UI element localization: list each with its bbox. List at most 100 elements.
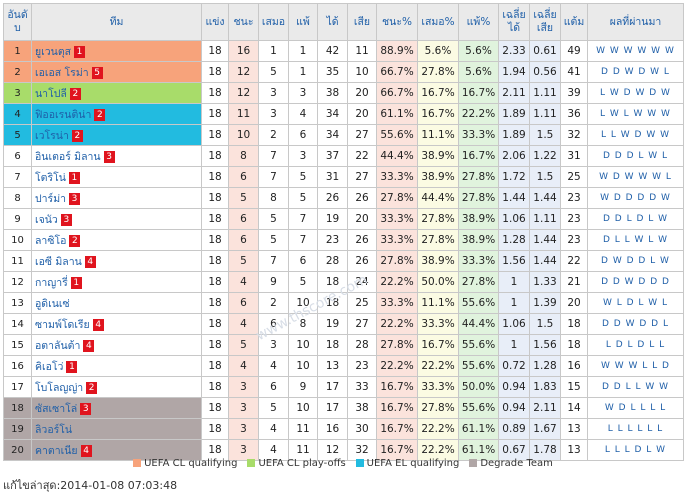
goals-for-cell: 23 bbox=[317, 229, 348, 251]
team-cell[interactable]: เอซี มิลาน 4 bbox=[31, 250, 202, 272]
points-cell: 23 bbox=[560, 208, 588, 230]
draw-pct-cell: 38.9% bbox=[417, 166, 459, 188]
team-cell[interactable]: ยูเวนตุส 1 bbox=[31, 40, 202, 62]
lost-cell: 3 bbox=[288, 82, 318, 104]
header-played: แข่ง bbox=[201, 3, 229, 41]
goals-against-cell: 22 bbox=[347, 145, 377, 167]
avg-ga-cell: 1.44 bbox=[529, 229, 561, 251]
team-name-link[interactable]: คิเอโว่ bbox=[35, 360, 64, 373]
team-name-link[interactable]: ซัสเซาโล่ bbox=[35, 402, 78, 415]
lost-cell: 6 bbox=[288, 124, 318, 146]
form-cell[interactable]: D D W D D L bbox=[587, 313, 684, 335]
avg-gf-cell: 1 bbox=[498, 334, 530, 356]
form-cell[interactable]: D D W D W L bbox=[587, 61, 684, 83]
form-cell[interactable]: W D L L L L bbox=[587, 397, 684, 419]
form-cell[interactable]: L W L W W W bbox=[587, 103, 684, 125]
position-cell: 6 bbox=[3, 145, 32, 167]
form-cell[interactable]: L D L D L L bbox=[587, 334, 684, 356]
team-name-link[interactable]: ลาซิโอ bbox=[35, 234, 67, 247]
won-cell: 10 bbox=[228, 124, 259, 146]
team-name-link[interactable]: เจนัว bbox=[35, 213, 58, 226]
points-cell: 18 bbox=[560, 334, 588, 356]
team-name-link[interactable]: อตาลันต้า bbox=[35, 339, 81, 352]
team-name-link[interactable]: โบโลญญ่า bbox=[35, 381, 84, 394]
form-cell[interactable]: L L W D W W bbox=[587, 124, 684, 146]
played-cell: 18 bbox=[201, 103, 229, 125]
form-cell[interactable]: W L D L W L bbox=[587, 292, 684, 314]
form-cell[interactable]: W W W W W W bbox=[587, 40, 684, 62]
team-cell[interactable]: โบโลญญ่า 2 bbox=[31, 376, 202, 398]
team-cell[interactable]: ลิวอร์โน่ bbox=[31, 418, 202, 440]
team-cell[interactable]: ซามพ์โดเรีย 4 bbox=[31, 313, 202, 335]
win-pct-cell: 66.7% bbox=[376, 82, 418, 104]
won-cell: 4 bbox=[228, 271, 259, 293]
team-name-link[interactable]: ปาร์ม่า bbox=[35, 192, 67, 205]
red-card-badge: 3 bbox=[80, 402, 92, 415]
team-cell[interactable]: ปาร์ม่า 3 bbox=[31, 187, 202, 209]
team-cell[interactable]: ลาซิโอ 2 bbox=[31, 229, 202, 251]
form-cell[interactable]: D D L L W W bbox=[587, 376, 684, 398]
form-cell[interactable]: W D D D D W bbox=[587, 187, 684, 209]
team-name-link[interactable]: ลิวอร์โน่ bbox=[35, 423, 73, 436]
team-name-link[interactable]: ซามพ์โดเรีย bbox=[35, 318, 90, 331]
loss-pct-cell: 55.6% bbox=[458, 292, 499, 314]
win-pct-cell: 44.4% bbox=[376, 145, 418, 167]
drawn-cell: 3 bbox=[258, 103, 289, 125]
team-name-link[interactable]: โตริโน่ bbox=[35, 171, 66, 184]
form-cell[interactable]: D D D L W L bbox=[587, 145, 684, 167]
team-name-link[interactable]: อินเตอร์ มิลาน bbox=[35, 150, 101, 163]
team-name-link[interactable]: เอเอส โรม่า bbox=[35, 66, 89, 79]
position-cell: 10 bbox=[3, 229, 32, 251]
team-cell[interactable]: โตริโน่ 1 bbox=[31, 166, 202, 188]
position-cell: 11 bbox=[3, 250, 32, 272]
avg-gf-cell: 0.89 bbox=[498, 418, 530, 440]
form-cell[interactable]: L L L L L L bbox=[587, 418, 684, 440]
team-name-link[interactable]: อูดิเนเซ่ bbox=[35, 297, 70, 310]
team-cell[interactable]: ซัสเซาโล่ 3 bbox=[31, 397, 202, 419]
team-name-link[interactable]: เอซี มิลาน bbox=[35, 255, 82, 268]
form-cell[interactable]: L L L D L W bbox=[587, 439, 684, 461]
team-name-link[interactable]: ฟิออเรนติน่า bbox=[35, 108, 92, 121]
loss-pct-cell: 5.6% bbox=[458, 40, 499, 62]
avg-gf-cell: 1.44 bbox=[498, 187, 530, 209]
team-cell[interactable]: เอเอส โรม่า 5 bbox=[31, 61, 202, 83]
team-cell[interactable]: เวโรน่า 2 bbox=[31, 124, 202, 146]
goals-against-cell: 23 bbox=[347, 355, 377, 377]
points-cell: 22 bbox=[560, 250, 588, 272]
form-cell[interactable]: L W D W D W bbox=[587, 82, 684, 104]
lost-cell: 1 bbox=[288, 40, 318, 62]
draw-pct-cell: 16.7% bbox=[417, 82, 459, 104]
team-cell[interactable]: ฟิออเรนติน่า 2 bbox=[31, 103, 202, 125]
loss-pct-cell: 61.1% bbox=[458, 439, 499, 461]
form-cell[interactable]: W D W W W L bbox=[587, 166, 684, 188]
played-cell: 18 bbox=[201, 166, 229, 188]
form-cell[interactable]: D D L D L W bbox=[587, 208, 684, 230]
draw-pct-cell: 27.8% bbox=[417, 61, 459, 83]
team-cell[interactable]: อินเตอร์ มิลาน 3 bbox=[31, 145, 202, 167]
team-cell[interactable]: คาตาเนีย 4 bbox=[31, 439, 202, 461]
team-cell[interactable]: นาโปลี 2 bbox=[31, 82, 202, 104]
team-cell[interactable]: คิเอโว่ 1 bbox=[31, 355, 202, 377]
table-row: 1 ยูเวนตุส 1 18 16 1 1 42 11 88.9% 5.6% 5.6% 2.33 0.6… bbox=[3, 40, 684, 62]
points-cell: 14 bbox=[560, 397, 588, 419]
red-card-badge: 4 bbox=[83, 339, 95, 352]
win-pct-cell: 55.6% bbox=[376, 124, 418, 146]
goals-against-cell: 26 bbox=[347, 250, 377, 272]
form-cell[interactable]: D L L W L W bbox=[587, 229, 684, 251]
form-cell[interactable]: D D W D D D bbox=[587, 271, 684, 293]
team-cell[interactable]: กาญารี่ 1 bbox=[31, 271, 202, 293]
team-cell[interactable]: เจนัว 3 bbox=[31, 208, 202, 230]
team-name-link[interactable]: ยูเวนตุส bbox=[35, 45, 72, 58]
team-name-link[interactable]: เวโรน่า bbox=[35, 129, 69, 142]
team-cell[interactable]: อตาลันต้า 4 bbox=[31, 334, 202, 356]
loss-pct-cell: 50.0% bbox=[458, 376, 499, 398]
team-name-link[interactable]: คาตาเนีย bbox=[35, 444, 78, 457]
form-cell[interactable]: W W W L L D bbox=[587, 355, 684, 377]
team-name-link[interactable]: กาญารี่ bbox=[35, 276, 68, 289]
team-cell[interactable]: อูดิเนเซ่ bbox=[31, 292, 202, 314]
won-cell: 16 bbox=[228, 40, 259, 62]
table-row: 12 กาญารี่ 1 18 4 9 5 18 24 22.2% 50.0% 27.8% 1 1.33 2… bbox=[3, 271, 684, 293]
team-name-link[interactable]: นาโปลี bbox=[35, 87, 67, 100]
goals-against-cell: 33 bbox=[347, 376, 377, 398]
form-cell[interactable]: D W D D L W bbox=[587, 250, 684, 272]
